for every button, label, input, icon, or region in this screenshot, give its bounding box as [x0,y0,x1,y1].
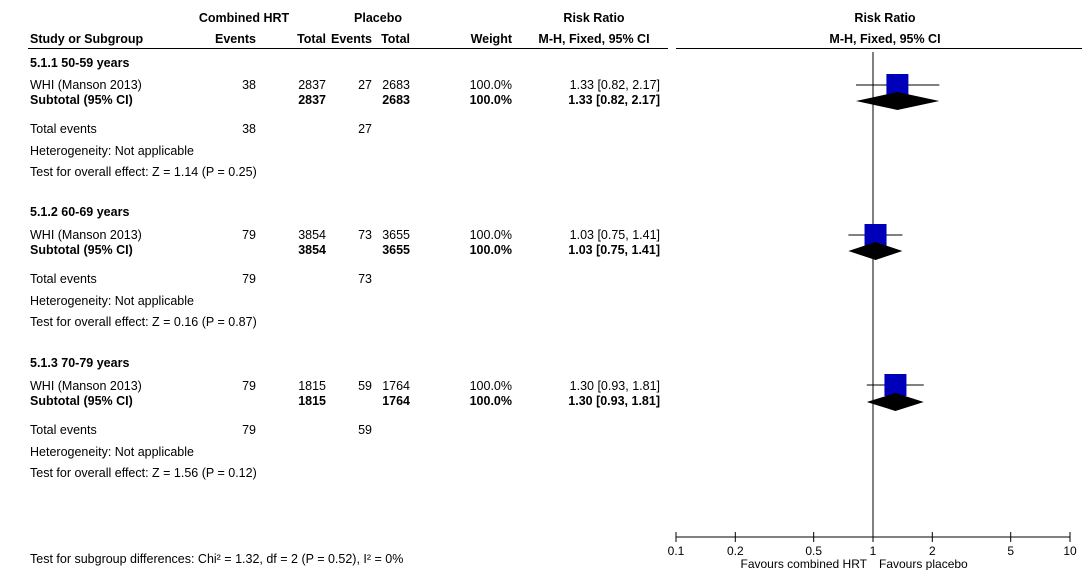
subtotal-ci: 1.33 [0.82, 2.17] [568,93,660,107]
total-events-2: 27 [358,122,372,136]
study-name: WHI (Manson 2013) [30,228,142,242]
header-total-2: Total [381,32,410,46]
heterogeneity: Heterogeneity: Not applicable [30,294,194,308]
study-weight: 100.0% [469,379,512,393]
subtotal-total-2: 3655 [382,243,410,257]
subtotal-total-2: 1764 [382,394,410,408]
header-events-1: Events [215,32,256,46]
subtotal-ci: 1.30 [0.93, 1.81] [568,394,660,408]
header-method-table: M-H, Fixed, 95% CI [538,32,650,46]
study-events-1: 79 [242,379,256,393]
study-marker [864,224,887,246]
subtotal-weight: 100.0% [469,394,512,408]
study-total-1: 3854 [298,228,326,242]
study-total-2: 2683 [382,78,410,92]
study-weight: 100.0% [469,78,512,92]
study-total-1: 2837 [298,78,326,92]
header-group2: Placebo [354,11,402,25]
subtotal-label: Subtotal (95% CI) [30,243,133,257]
chart-subtitle: M-H, Fixed, 95% CI [829,32,941,46]
subtotal-total-2: 2683 [382,93,410,107]
total-events-1: 79 [242,272,256,286]
subtotal-diamond [866,393,924,411]
subtotal-label: Subtotal (95% CI) [30,394,133,408]
subgroup-title: 5.1.3 70-79 years [30,356,130,370]
study-name: WHI (Manson 2013) [30,78,142,92]
subtotal-diamond [856,92,940,110]
study-weight: 100.0% [469,228,512,242]
x-tick-label: 0.2 [727,544,744,558]
study-ci: 1.33 [0.82, 2.17] [569,78,660,92]
heterogeneity: Heterogeneity: Not applicable [30,144,194,158]
subgroup-differences-test: Test for subgroup differences: Chi² = 1.… [30,552,404,566]
study-marker [884,374,907,396]
study-total-2: 1764 [382,379,410,393]
heterogeneity: Heterogeneity: Not applicable [30,445,194,459]
subtotal-diamond [848,242,903,260]
x-tick-label: 0.5 [805,544,822,558]
x-tick-label: 5 [1007,544,1014,558]
total-events-label: Total events [30,272,97,286]
header-rule-plot [676,48,1082,49]
total-events-1: 38 [242,122,256,136]
header-events-2: Events [331,32,372,46]
header-study-or-subgroup: Study or Subgroup [30,32,144,46]
study-events-2: 27 [358,78,372,92]
study-marker [886,74,909,96]
header-weight: Weight [470,32,512,46]
x-tick-label: 1 [870,544,877,558]
total-events-2: 73 [358,272,372,286]
overall-effect: Test for overall effect: Z = 0.16 (P = 0… [30,315,257,329]
study-ci: 1.30 [0.93, 1.81] [569,379,660,393]
study-events-1: 79 [242,228,256,242]
subtotal-total-1: 1815 [298,394,326,408]
subtotal-ci: 1.03 [0.75, 1.41] [568,243,660,257]
header-group1: Combined HRT [198,11,290,25]
subgroup-title: 5.1.2 60-69 years [30,205,130,219]
total-events-label: Total events [30,423,97,437]
subtotal-weight: 100.0% [469,243,512,257]
study-events-2: 59 [358,379,372,393]
header-risk-ratio-table: Risk Ratio [563,11,625,25]
subtotal-total-1: 2837 [298,93,326,107]
total-events-1: 79 [242,423,256,437]
study-name: WHI (Manson 2013) [30,379,142,393]
study-ci: 1.03 [0.75, 1.41] [569,228,660,242]
subgroup-title: 5.1.1 50-59 years [30,56,130,70]
header-total-1: Total [297,32,326,46]
favours-right-label: Favours placebo [879,557,968,570]
x-tick-label: 2 [929,544,936,558]
x-tick-label: 10 [1063,544,1077,558]
total-events-label: Total events [30,122,97,136]
subtotal-total-1: 3854 [298,243,326,257]
study-total-1: 1815 [298,379,326,393]
subtotal-weight: 100.0% [469,93,512,107]
overall-effect: Test for overall effect: Z = 1.56 (P = 0… [30,466,257,480]
chart-title: Risk Ratio [854,11,916,25]
subtotal-label: Subtotal (95% CI) [30,93,133,107]
total-events-2: 59 [358,423,372,437]
x-tick-label: 0.1 [668,544,685,558]
study-events-1: 38 [242,78,256,92]
favours-left-label: Favours combined HRT [741,557,868,570]
header-rule-table [28,48,668,49]
overall-effect: Test for overall effect: Z = 1.14 (P = 0… [30,165,257,179]
study-total-2: 3655 [382,228,410,242]
study-events-2: 73 [358,228,372,242]
